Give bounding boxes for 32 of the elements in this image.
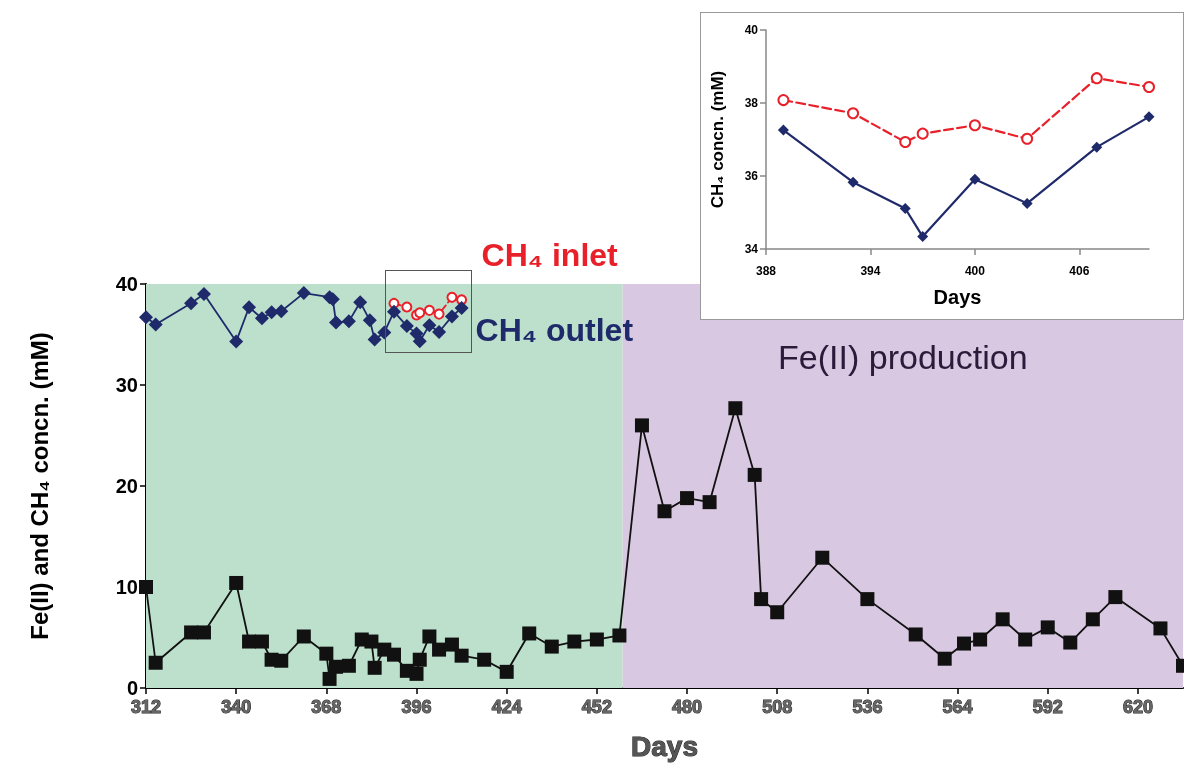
x-tick-label: 424	[491, 697, 522, 717]
band-label: Fe(II) production	[778, 338, 1028, 376]
x-tick-label: 396	[401, 697, 432, 717]
x-tick-label: 592	[1032, 697, 1063, 717]
y-tick-label: 38	[744, 96, 759, 110]
x-tick-label: 620	[1122, 697, 1153, 717]
x-tick-label: 400	[964, 264, 986, 278]
y-axis-title: CH₄ concn. (mM)	[708, 70, 727, 209]
x-tick-label: 312	[130, 697, 162, 717]
x-tick-label: 480	[672, 697, 703, 717]
y-tick-label: 30	[115, 374, 138, 396]
y-tick-label: 0	[126, 677, 138, 699]
x-axis-title: Days	[631, 730, 698, 762]
x-tick-label: 394	[860, 264, 881, 278]
series-label: CH₄ outlet	[475, 312, 634, 349]
x-tick-label: 508	[762, 697, 793, 717]
x-axis-title: Days	[933, 286, 982, 308]
y-tick-label: 34	[744, 242, 759, 256]
y-tick-label: 10	[115, 576, 138, 598]
x-tick-label: 388	[755, 264, 777, 278]
x-tick-label: 564	[942, 697, 973, 717]
x-tick-label: 406	[1069, 264, 1090, 278]
y-tick-label: 36	[744, 169, 759, 183]
x-tick-label: 536	[852, 697, 883, 717]
y-tick-label: 20	[115, 475, 138, 497]
y-tick-label: 40	[115, 273, 138, 295]
y-tick-label: 40	[744, 23, 759, 37]
y-axis-title: Fe(II) and CH₄ concn. (mM)	[25, 332, 53, 640]
x-tick-label: 340	[221, 697, 252, 717]
x-tick-label: 368	[311, 697, 342, 717]
x-tick-label: 452	[581, 697, 612, 717]
series-label: CH₄ inlet	[481, 236, 619, 273]
